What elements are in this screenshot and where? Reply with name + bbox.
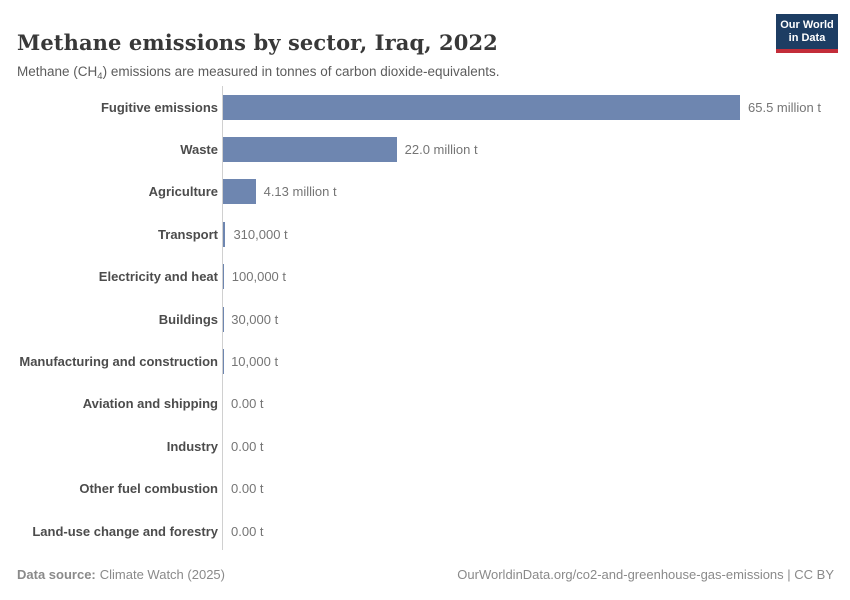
category-label: Buildings (158, 311, 218, 327)
page-title: Methane emissions by sector, Iraq, 2022 (17, 30, 498, 56)
y-axis-line (222, 86, 223, 550)
value-label: 0.00 t (231, 523, 264, 539)
chart-row: Agriculture 4.13 million t (0, 171, 850, 213)
value-label: 0.00 t (231, 481, 264, 497)
bar[interactable] (223, 94, 740, 120)
chart-footer: Data source: Climate Watch (2025) OurWorl… (17, 567, 834, 582)
chart-row: Waste 22.0 million t (0, 128, 850, 170)
value-label: 30,000 t (231, 311, 279, 327)
chart-subtitle: Methane (CH4) emissions are measured in … (17, 64, 500, 82)
bar[interactable] (223, 137, 397, 163)
subtitle-suffix: ) emissions are measured in tonnes of ca… (102, 63, 500, 79)
chart-row: Land-use change and forestry 0.00 t (0, 510, 850, 552)
value-label: 100,000 t (231, 269, 286, 285)
category-label: Aviation and shipping (82, 396, 218, 412)
chart-row: Transport 310,000 t (0, 213, 850, 255)
bar[interactable] (223, 221, 226, 247)
bar-chart: Fugitive emissions 65.5 million t Waste 22.… (0, 86, 850, 552)
subtitle-subscript: 4 (97, 70, 103, 82)
value-label: 310,000 t (233, 226, 288, 242)
category-label: Waste (180, 142, 218, 158)
category-label: Manufacturing and construction (19, 354, 218, 370)
category-label: Electricity and heat (98, 269, 218, 285)
chart-row: Manufacturing and construction 10,000 t (0, 340, 850, 382)
data-source-value: Climate Watch (2025) (99, 567, 225, 582)
value-label: 0.00 t (231, 396, 264, 412)
value-label: 65.5 million t (748, 99, 821, 115)
subtitle-prefix: Methane (CH (17, 63, 98, 79)
owid-logo[interactable]: Our World in Data (776, 14, 838, 53)
chart-row: Aviation and shipping 0.00 t (0, 383, 850, 425)
value-label: 22.0 million t (404, 142, 478, 158)
owid-logo-line2: in Data (788, 32, 826, 44)
category-label: Fugitive emissions (100, 99, 218, 115)
category-label: Land-use change and forestry (32, 523, 218, 539)
data-source: Data source: Climate Watch (2025) (17, 567, 225, 582)
category-label: Other fuel combustion (79, 481, 218, 497)
chart-row: Other fuel combustion 0.00 t (0, 468, 850, 510)
footer-link[interactable]: OurWorldinData.org/co2-and-greenhouse-ga… (457, 567, 834, 582)
value-label: 0.00 t (231, 438, 264, 454)
chart-row: Buildings 30,000 t (0, 298, 850, 340)
owid-logo-line1: Our World (780, 19, 834, 31)
value-label: 4.13 million t (263, 184, 337, 200)
chart-row: Electricity and heat 100,000 t (0, 256, 850, 298)
category-label: Industry (166, 438, 218, 454)
chart-row: Industry 0.00 t (0, 425, 850, 467)
chart-rows: Fugitive emissions 65.5 million t Waste 22.… (0, 86, 850, 552)
value-label: 10,000 t (231, 354, 279, 370)
chart-row: Fugitive emissions 65.5 million t (0, 86, 850, 128)
category-label: Transport (158, 226, 218, 242)
bar[interactable] (223, 264, 224, 290)
data-source-label: Data source: (17, 567, 96, 582)
category-label: Agriculture (148, 184, 218, 200)
bar[interactable] (223, 179, 256, 205)
